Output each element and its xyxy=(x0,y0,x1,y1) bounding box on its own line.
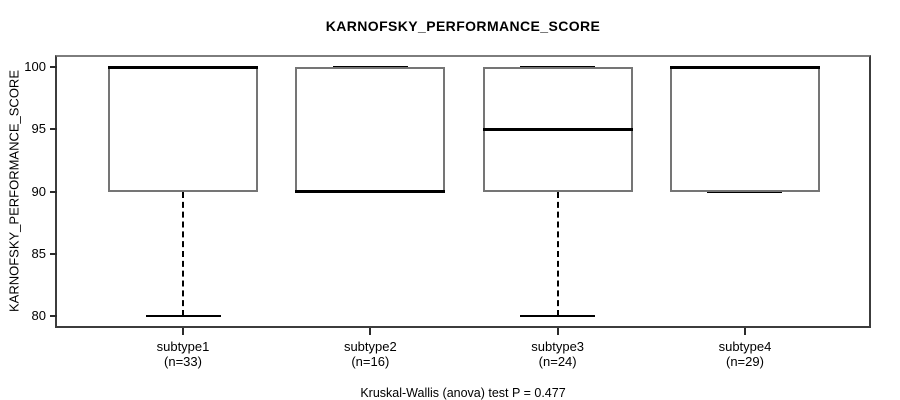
median-line-subtype2 xyxy=(295,190,446,193)
y-tick-95 xyxy=(50,128,57,131)
median-line-subtype1 xyxy=(108,65,258,69)
x-label-subtype3: subtype3 (n=24) xyxy=(488,339,628,369)
x-label-n-subtype3: (n=24) xyxy=(538,353,577,369)
lower-whisker-subtype3 xyxy=(556,191,559,316)
y-tick-85 xyxy=(50,252,57,255)
box-subtype2 xyxy=(295,67,446,192)
y-tick-label-100: 100 xyxy=(24,59,46,74)
x-label-subtype1: subtype1 (n=33) xyxy=(113,339,253,369)
y-tick-100 xyxy=(50,66,57,68)
x-label-n-subtype4: (n=29) xyxy=(726,353,764,369)
box-subtype1 xyxy=(108,67,258,192)
box-subtype4 xyxy=(669,67,820,192)
y-tick-90 xyxy=(50,190,57,193)
x-tick-subtype2 xyxy=(369,328,372,335)
y-tick-label-90: 90 xyxy=(31,183,46,199)
median-line-subtype4 xyxy=(669,65,820,69)
y-tick-80 xyxy=(50,315,57,317)
x-label-name-subtype1: subtype1 xyxy=(156,339,210,354)
median-line-subtype3 xyxy=(482,127,633,131)
x-tick-subtype3 xyxy=(556,328,559,335)
x-label-name-subtype3: subtype3 xyxy=(531,339,585,354)
y-tick-label-80: 80 xyxy=(31,308,46,323)
x-label-n-subtype1: (n=33) xyxy=(164,353,202,369)
x-label-subtype4: subtype4 (n=29) xyxy=(675,339,815,369)
x-label-name-subtype4: subtype4 xyxy=(718,339,772,354)
x-label-subtype2: subtype2 (n=16) xyxy=(300,339,440,369)
y-tick-label-85: 85 xyxy=(31,245,46,261)
x-tick-subtype1 xyxy=(182,328,184,335)
whisker-cap-min-subtype3 xyxy=(520,315,596,317)
chart-title: KARNOFSKY_PERFORMANCE_SCORE xyxy=(325,18,601,34)
plot-area xyxy=(55,55,871,328)
whisker-cap-min-subtype4 xyxy=(707,190,783,193)
stat-test-footnote: Kruskal-Wallis (anova) test P = 0.477 xyxy=(360,386,566,400)
x-tick-subtype4 xyxy=(743,328,746,335)
y-tick-label-95: 95 xyxy=(31,121,46,137)
x-label-n-subtype2: (n=16) xyxy=(351,353,390,369)
x-label-name-subtype2: subtype2 xyxy=(343,339,397,354)
lower-whisker-subtype1 xyxy=(182,191,184,316)
whisker-cap-min-subtype1 xyxy=(145,315,221,317)
